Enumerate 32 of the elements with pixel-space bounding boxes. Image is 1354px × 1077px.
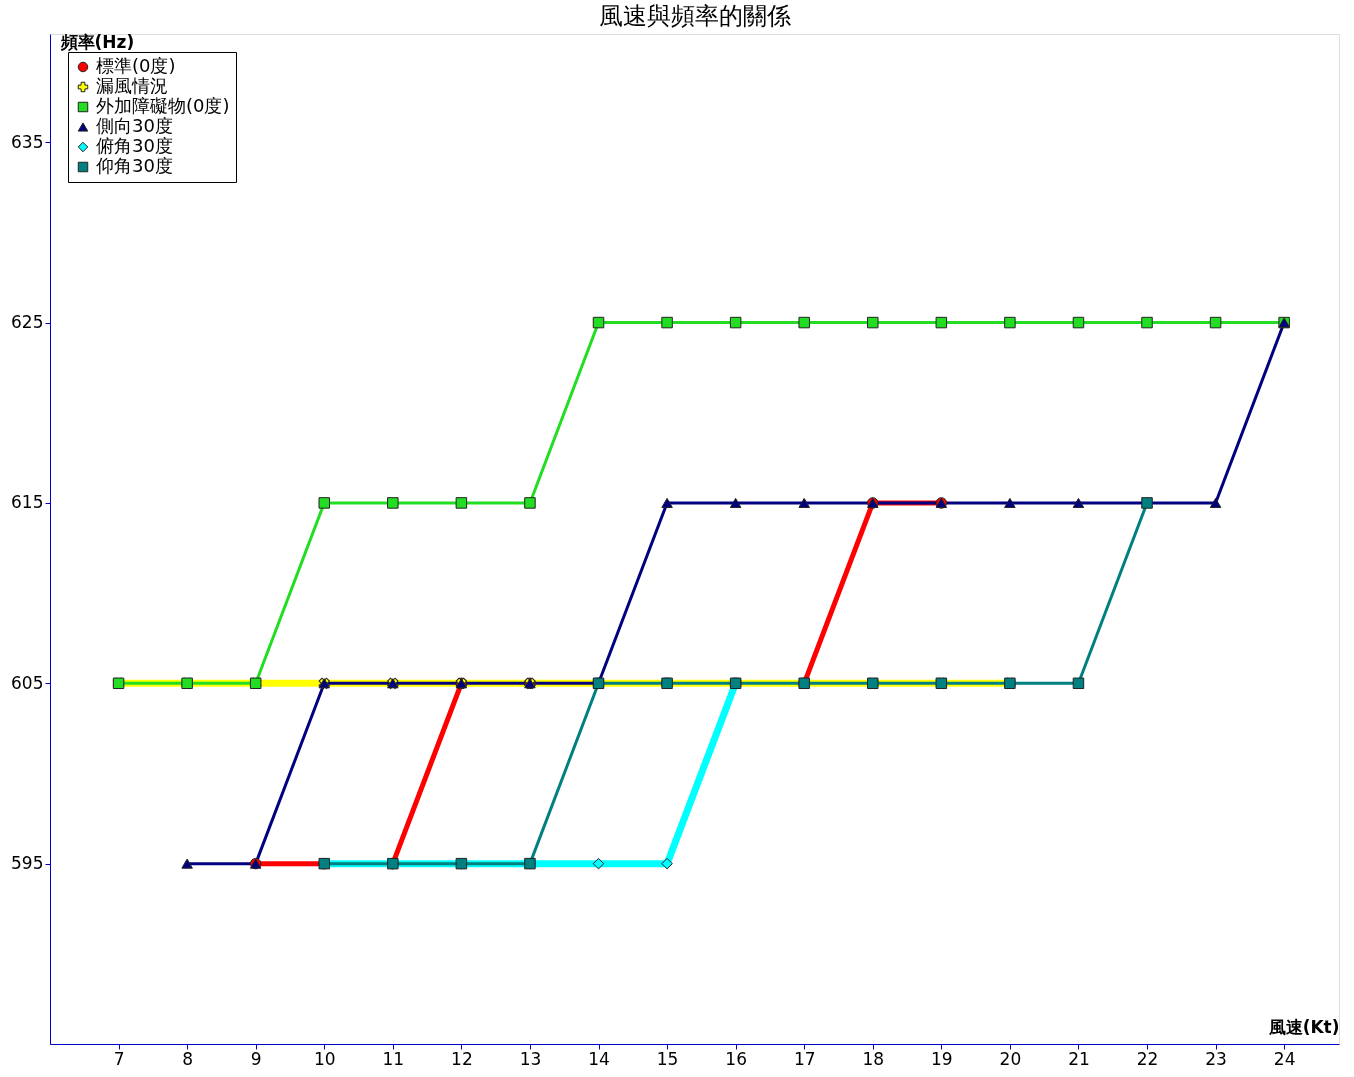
y-tick-label: 595 [11,853,44,874]
x-tick-label: 7 [113,1048,125,1069]
y-tick-label: 615 [11,492,44,513]
legend-label: 側向30度 [96,115,173,136]
x-tick-label: 13 [519,1048,542,1069]
y-tick-label: 625 [11,312,44,333]
legend-label: 仰角30度 [96,155,173,176]
x-tick-label: 19 [931,1048,953,1069]
y-axis-title: 頻率(Hz) [59,31,135,52]
y-tick-label: 605 [11,672,44,693]
y-tick-label: 635 [11,131,44,152]
x-tick-label: 20 [999,1048,1022,1069]
legend-label: 外加障礙物(0度) [96,95,230,116]
x-tick-label: 14 [588,1048,610,1069]
x-tick-label: 24 [1273,1048,1296,1069]
legend-label: 俯角30度 [96,135,173,156]
x-tick-label: 11 [382,1048,405,1069]
x-tick-label: 18 [862,1048,885,1069]
x-axis-title: 風速(Kt) [1267,1016,1340,1037]
legend-label: 漏風情況 [96,75,168,96]
x-tick-label: 23 [1205,1048,1227,1069]
x-tick-label: 16 [725,1048,747,1069]
x-tick-label: 21 [1068,1048,1090,1069]
x-tick-label: 22 [1136,1048,1159,1069]
x-tick-label: 15 [656,1048,679,1069]
legend-label: 標準(0度) [96,55,176,76]
chart-title: 風速與頻率的關係 [598,2,791,30]
x-tick-label: 17 [793,1048,816,1069]
x-tick-label: 9 [250,1048,262,1069]
x-tick-label: 10 [313,1048,336,1069]
x-tick-label: 8 [182,1048,194,1069]
x-tick-label: 12 [451,1048,473,1069]
